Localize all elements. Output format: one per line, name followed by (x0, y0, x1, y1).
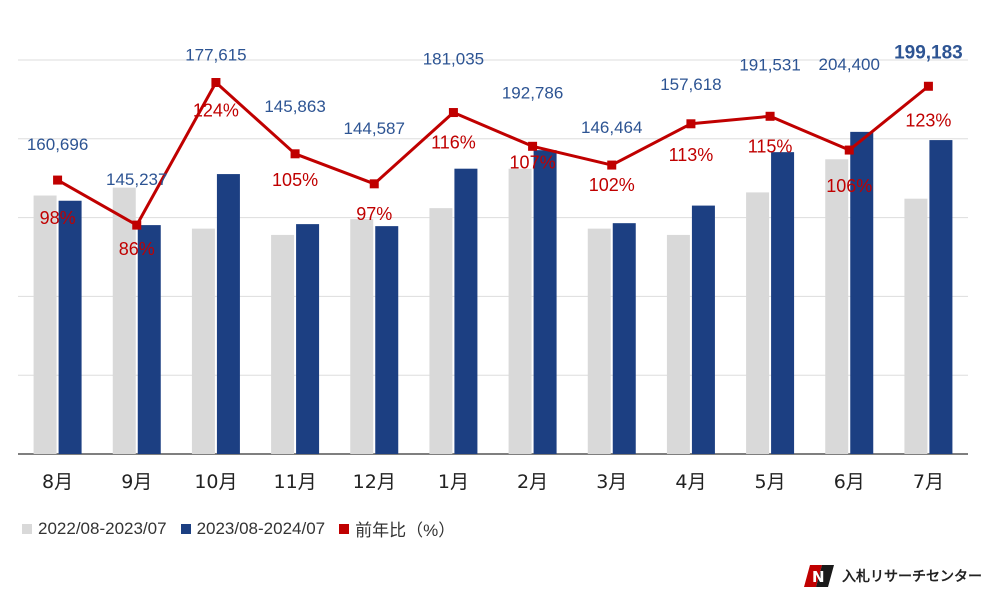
bar-curr (296, 224, 320, 454)
data-label-ratio: 105% (272, 170, 318, 190)
bar-prev (587, 228, 611, 454)
data-label-curr: 199,183 (894, 42, 963, 63)
legend-item-prev: 2022/08-2023/07 (22, 519, 167, 539)
data-label-ratio: 86% (119, 239, 155, 259)
x-tick-label: 8月 (42, 471, 73, 493)
legend-label-prev: 2022/08-2023/07 (38, 518, 167, 538)
brand-logo: N 入札リサーチセンター (802, 563, 982, 589)
legend-item-curr: 2023/08-2024/07 (180, 518, 326, 539)
data-label-curr: 191,531 (739, 55, 800, 74)
ratio-point (765, 111, 775, 121)
ratio-point (607, 160, 617, 170)
bar-prev (508, 168, 532, 454)
bar-prev (666, 234, 690, 454)
ratio-point (448, 108, 458, 118)
x-tick-label: 3月 (596, 471, 627, 493)
ratio-line (56, 81, 930, 227)
data-label-ratio: 123% (905, 110, 951, 130)
data-label-curr: 157,618 (660, 75, 721, 94)
legend-swatch-prev (22, 523, 32, 534)
data-label-ratio: 98% (40, 208, 76, 228)
data-label-curr: 144,587 (344, 119, 405, 138)
legend-swatch-curr (180, 523, 191, 534)
bar-curr (137, 225, 161, 454)
legend-label-curr: 2023/08-2024/07 (196, 518, 326, 538)
legend: 2022/08-2023/07 2023/08-2024/07 前年比（%） (22, 516, 469, 541)
bar-prev (112, 187, 136, 454)
bar-prev (271, 234, 295, 454)
bar-curr (929, 140, 953, 454)
chart: 8月 9月 10月 11月 12月 1月 2月 3月 4月 5月 6月 7月 160,696 98% 145… (18, 42, 968, 493)
data-label-curr: 145,237 (106, 170, 167, 189)
data-label-curr: 146,464 (581, 118, 642, 137)
data-label-curr: 177,615 (185, 46, 246, 65)
data-label-ratio: 107% (510, 152, 556, 172)
bar-curr (612, 223, 636, 454)
legend-item-ratio: 前年比（%） (339, 516, 455, 541)
bar-curr (58, 200, 82, 454)
ratio-point (844, 145, 854, 155)
data-label-ratio: 116% (431, 133, 476, 153)
x-tick-label: 4月 (675, 471, 706, 493)
ratio-point (369, 179, 379, 189)
brand-name: 入札リサーチセンター (842, 569, 982, 585)
ratio-point (686, 119, 696, 129)
x-tick-label: 12月 (353, 471, 396, 493)
x-tick-label: 2月 (517, 471, 548, 493)
bar-prev (350, 219, 374, 454)
bar-prev (746, 192, 770, 454)
x-tick-label: 7月 (913, 471, 944, 493)
data-label-ratio: 115% (748, 136, 793, 156)
data-label-curr: 145,863 (264, 97, 325, 116)
bar-curr (533, 150, 557, 455)
bar-prev (191, 228, 215, 454)
legend-label-ratio: 前年比（%） (355, 521, 456, 540)
ratio-point (528, 141, 538, 151)
bar-curr (771, 152, 795, 454)
svg-text:N: N (812, 568, 825, 586)
bar-prev (33, 195, 57, 454)
bar-prev (429, 208, 453, 454)
x-tick-label: 10月 (194, 471, 237, 493)
data-label-ratio: 124% (193, 101, 239, 121)
ratio-point (132, 220, 142, 230)
bar-curr (454, 168, 478, 454)
x-tick-label: 1月 (438, 471, 469, 493)
ratio-point (53, 175, 63, 185)
ratio-point (290, 149, 300, 159)
bar-curr (375, 226, 399, 454)
ratio-point (211, 78, 221, 88)
data-label-ratio: 113% (669, 145, 714, 165)
data-label-curr: 192,786 (502, 83, 563, 102)
data-label-curr: 181,035 (423, 50, 484, 69)
legend-swatch-ratio (339, 523, 350, 534)
brand-logo-icon: N (804, 565, 834, 587)
data-label-ratio: 106% (826, 176, 872, 196)
ratio-point (923, 81, 933, 91)
data-label-curr: 160,696 (27, 135, 88, 154)
x-tick-label: 11月 (273, 471, 316, 493)
data-label-ratio: 102% (589, 175, 635, 195)
bar-prev (825, 159, 849, 454)
x-tick-label: 6月 (834, 471, 865, 493)
data-label-curr: 204,400 (819, 55, 880, 74)
bar-curr (691, 205, 715, 454)
x-tick-label: 5月 (755, 471, 786, 493)
data-label-ratio: 97% (356, 204, 392, 224)
bar-curr (850, 131, 874, 454)
bar-prev (904, 198, 928, 454)
x-tick-label: 9月 (121, 471, 152, 493)
bar-curr (216, 174, 240, 454)
